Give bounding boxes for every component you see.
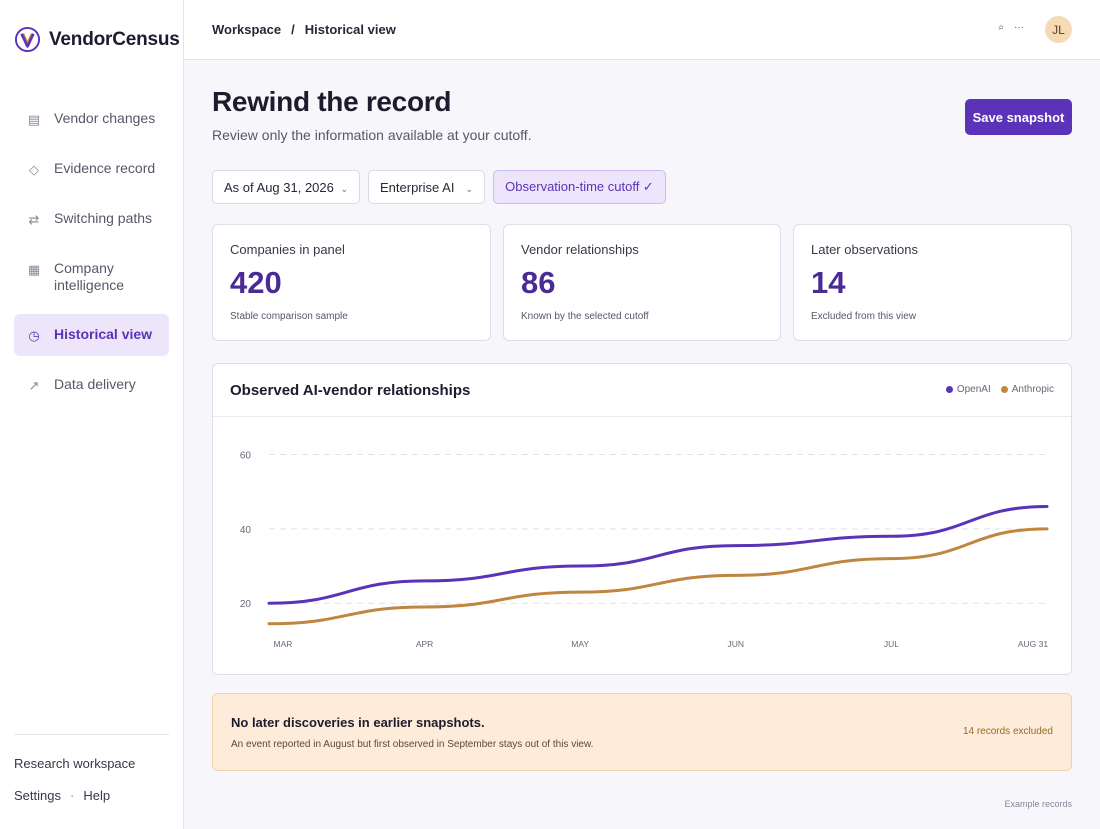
search-icon[interactable]: ⌕ — [998, 22, 1004, 33]
clock-icon: ◷ — [28, 328, 40, 343]
sidebar-footer: Research workspace Settings · Help — [14, 734, 169, 803]
stat-label: Companies in panel — [230, 242, 345, 257]
stat-note: Stable comparison sample — [230, 311, 348, 322]
date-select[interactable]: As of Aug 31, 2026 ⌄ — [212, 170, 360, 204]
legend-item-openai[interactable]: OpenAI — [945, 384, 991, 395]
sidebar-item-data-delivery[interactable]: ↗ Data delivery — [14, 360, 169, 408]
callout-title: No later discoveries in earlier snapshot… — [231, 715, 485, 730]
legend-label: Anthropic — [1011, 384, 1054, 395]
y-tick-label: 40 — [240, 525, 252, 536]
x-tick-label: JUN — [728, 639, 745, 649]
segment-select[interactable]: Enterprise AI ⌄ — [368, 170, 485, 204]
x-tick-label: AUG 31 — [1018, 639, 1049, 649]
sidebar: VendorCensus ▤ Vendor changes ◇ Evidence… — [0, 0, 184, 829]
stat-value: 420 — [230, 265, 282, 300]
breadcrumb: Workspace / Historical view — [212, 22, 396, 37]
cutoff-callout: No later discoveries in earlier snapshot… — [212, 693, 1072, 771]
brand[interactable]: VendorCensus — [14, 26, 180, 53]
stat-note: Excluded from this view — [811, 311, 917, 322]
observation-cutoff-toggle[interactable]: Observation-time cutoff ✓ — [493, 170, 666, 204]
footer-links: Settings · Help — [14, 788, 110, 803]
breadcrumb-workspace[interactable]: Workspace — [212, 22, 282, 37]
stat-card-later-observations: Later observations 14 Excluded from this… — [793, 224, 1072, 341]
stat-label: Vendor relationships — [521, 242, 639, 257]
legend-label: OpenAI — [956, 384, 991, 395]
more-icon[interactable]: ··· — [1014, 22, 1024, 33]
legend-item-anthropic[interactable]: Anthropic — [1000, 384, 1054, 395]
sidebar-item-label: Data delivery — [54, 376, 136, 392]
example-records-note: Example records — [1004, 799, 1072, 809]
line-chart: 20 40 60 MAR APR MAY JUN JUL AUG 31 — [240, 450, 1049, 649]
excluded-records-badge: 14 records excluded — [962, 726, 1053, 737]
brand-name: VendorCensus — [49, 28, 180, 50]
list-icon: ▤ — [27, 112, 41, 127]
sidebar-item-label: Vendor changes — [54, 110, 156, 126]
x-tick-label: MAY — [571, 639, 589, 649]
topbar-actions: ⌕ ··· — [998, 22, 1024, 33]
sidebar-item-label: Evidence record — [54, 160, 156, 176]
sidebar-item-company-intelligence[interactable]: ▦ Company intelligence — [14, 244, 169, 302]
stat-label: Later observations — [811, 242, 918, 257]
page-title: Rewind the record — [212, 86, 452, 117]
legend-dot-anthropic — [1000, 386, 1008, 393]
segment-select-value: Enterprise AI — [380, 179, 455, 195]
stat-value: 14 — [811, 265, 846, 300]
chart-header: Observed AI-vendor relationships OpenAI … — [213, 364, 1071, 417]
stat-note: Known by the selected cutoff — [521, 311, 649, 322]
vendorcensus-logo-icon — [14, 26, 41, 53]
stat-card-companies: Companies in panel 420 Stable comparison… — [212, 224, 491, 341]
sidebar-item-vendor-changes[interactable]: ▤ Vendor changes — [14, 94, 169, 142]
sidebar-item-label: Company intelligence — [54, 260, 125, 293]
x-tick-label: APR — [416, 639, 433, 649]
chart-title: Observed AI-vendor relationships — [230, 382, 471, 399]
series-line-anthropic — [267, 527, 1049, 626]
y-tick-label: 20 — [240, 599, 252, 610]
chart-card: Observed AI-vendor relationships OpenAI … — [212, 363, 1072, 675]
stat-value: 86 — [521, 265, 556, 300]
y-tick-label: 60 — [240, 450, 252, 461]
avatar[interactable]: JL — [1045, 16, 1072, 43]
footer-separator: · — [69, 788, 75, 803]
arrow-up-right-icon: ↗ — [28, 378, 40, 393]
switch-arrows-icon: ⇄ — [28, 212, 40, 227]
sidebar-item-evidence-record[interactable]: ◇ Evidence record — [14, 144, 169, 192]
x-tick-label: JUL — [884, 639, 899, 649]
series-line-openai — [267, 505, 1049, 605]
breadcrumb-current: Historical view — [304, 22, 396, 37]
callout-body: An event reported in August but first ob… — [231, 739, 594, 750]
legend-dot-openai — [945, 386, 953, 393]
sidebar-item-switching-paths[interactable]: ⇄ Switching paths — [14, 194, 169, 242]
help-link[interactable]: Help — [83, 788, 111, 803]
sidebar-item-label: Switching paths — [54, 210, 153, 226]
page-subtitle: Review only the information available at… — [212, 127, 532, 143]
settings-link[interactable]: Settings — [14, 788, 61, 803]
chevron-down-icon: ⌄ — [465, 183, 473, 194]
stat-card-relationships: Vendor relationships 86 Known by the sel… — [503, 224, 781, 341]
chevron-down-icon: ⌄ — [340, 183, 348, 194]
x-tick-label: MAR — [274, 639, 293, 649]
chart-legend: OpenAI Anthropic — [945, 384, 1054, 395]
sidebar-item-historical-view[interactable]: ◷ Historical view — [14, 314, 169, 356]
research-workspace-link[interactable]: Research workspace — [14, 756, 136, 771]
breadcrumb-separator: / — [291, 22, 295, 37]
diamond-icon: ◇ — [29, 162, 39, 177]
date-select-value: As of Aug 31, 2026 — [224, 179, 334, 195]
sidebar-item-label: Historical view — [54, 326, 153, 342]
grid-icon: ▦ — [27, 262, 41, 277]
save-snapshot-button[interactable]: Save snapshot — [965, 99, 1072, 135]
topbar: Workspace / Historical view ⌕ ··· JL — [184, 0, 1100, 60]
